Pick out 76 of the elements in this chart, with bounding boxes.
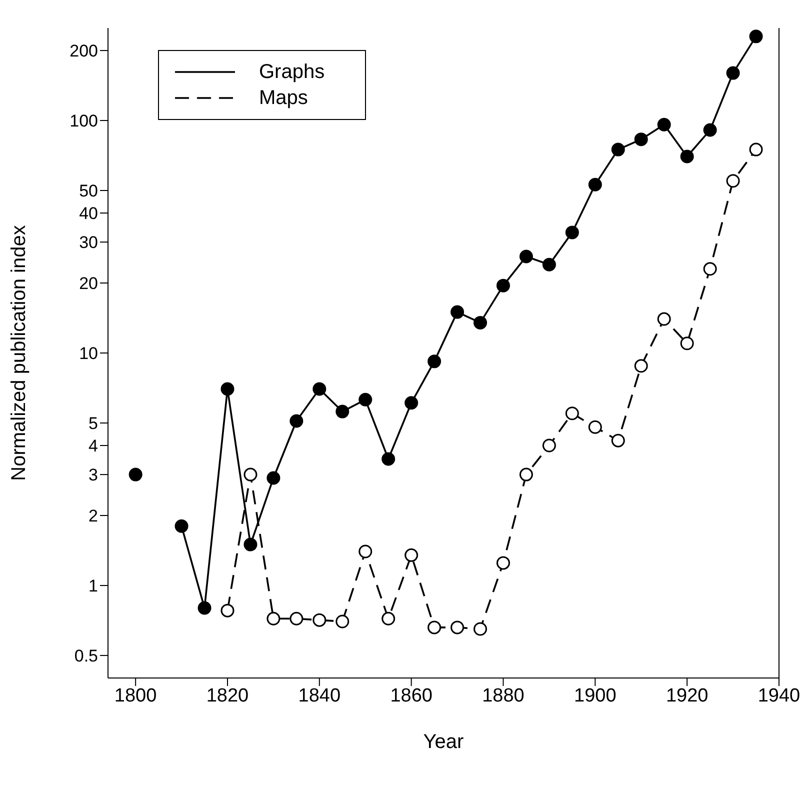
x-tick-label: 1820 (206, 685, 249, 706)
y-tick-label: 3 (88, 466, 98, 485)
y-tick-label: 20 (79, 274, 98, 294)
x-tick-label: 1880 (482, 685, 524, 706)
point (657, 118, 671, 132)
y-axis-title: Normalized publication index (8, 225, 30, 481)
point (450, 620, 464, 634)
point (634, 132, 648, 146)
point (680, 336, 694, 350)
x-tick-label: 1860 (390, 685, 432, 706)
y-tick-label: 1 (88, 576, 98, 596)
point (174, 519, 188, 533)
x-tick-label: 1800 (114, 685, 157, 706)
x-tick-label: 1940 (758, 685, 800, 706)
point (703, 262, 717, 276)
point (611, 142, 625, 156)
point (336, 404, 350, 418)
point (428, 620, 442, 634)
point (220, 382, 234, 396)
x-tick-label: 1920 (666, 685, 708, 706)
point (266, 471, 280, 485)
legend-label: Graphs (259, 60, 325, 84)
point (358, 392, 372, 406)
point (565, 226, 579, 240)
y-tick-label: 2 (88, 506, 98, 526)
point (611, 434, 625, 448)
point (198, 601, 212, 615)
point (428, 354, 442, 368)
legend-label: Maps (259, 86, 308, 110)
point (519, 468, 533, 482)
y-tick-label: 40 (79, 204, 98, 224)
y-tick-label: 30 (79, 233, 98, 252)
point (220, 604, 234, 618)
point (382, 612, 396, 626)
point (244, 468, 258, 482)
point (290, 414, 304, 428)
point (634, 359, 648, 373)
point (726, 66, 740, 80)
point (266, 612, 280, 626)
point (450, 305, 464, 319)
point (657, 312, 671, 326)
x-tick-label: 1840 (298, 685, 341, 706)
y-tick-label: 5 (88, 414, 98, 434)
point (404, 396, 418, 410)
y-tick-label: 4 (88, 436, 98, 456)
y-tick-label: 50 (79, 182, 98, 201)
point (703, 123, 717, 137)
point (519, 250, 533, 264)
point (358, 544, 372, 558)
point (749, 142, 763, 156)
x-tick-label: 1900 (574, 685, 616, 706)
point (474, 316, 488, 330)
point (312, 613, 326, 627)
x-axis-title: Year (423, 731, 464, 753)
point (680, 150, 694, 164)
point (726, 174, 740, 188)
point (496, 278, 510, 292)
point (588, 178, 602, 192)
point (382, 452, 396, 466)
point (474, 622, 488, 636)
point (496, 556, 510, 570)
point (336, 614, 350, 628)
y-tick-label: 100 (70, 112, 98, 131)
point (749, 30, 763, 44)
point (244, 538, 258, 552)
y-tick-label: 200 (70, 42, 98, 61)
y-tick-label: 10 (79, 344, 98, 364)
point (128, 468, 142, 482)
point (588, 420, 602, 434)
point (404, 548, 418, 562)
point (565, 406, 579, 420)
point (312, 382, 326, 396)
point (290, 612, 304, 626)
point (542, 258, 556, 272)
y-tick-label: 0.5 (74, 646, 98, 666)
point (542, 438, 556, 452)
